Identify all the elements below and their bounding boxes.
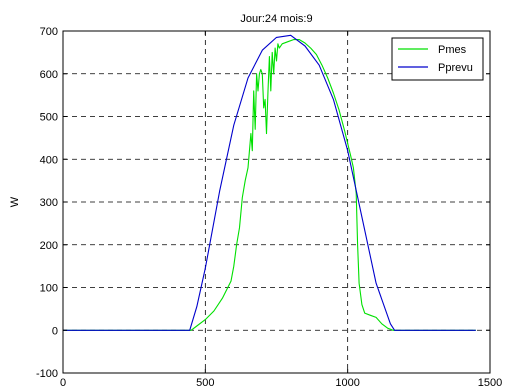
y-tick-label: 200 [40,240,58,252]
y-tick-label: 300 [40,197,58,209]
y-tick-label: 500 [40,112,58,124]
series-group [63,34,476,331]
y-tick-label: 600 [40,69,58,81]
y-tick-label: 400 [40,154,58,166]
x-tick-label: 1000 [335,377,359,389]
x-tick-label: 500 [196,377,214,389]
legend-label: Pprevu [438,62,473,74]
y-axis-label: W [9,196,21,207]
y-tick-label: -100 [36,368,58,380]
legend-box [391,37,484,81]
chart-title: Jour:24 mois:9 [240,13,312,25]
legend: Pmes Pprevu [391,37,484,81]
series-line-pprevu [63,34,476,331]
y-tick-label: 100 [40,283,58,295]
legend-label: Pmes [438,44,467,56]
x-tick-label: 0 [60,377,66,389]
y-tick-label: 700 [40,26,58,38]
x-tick-label: 1500 [478,377,502,389]
y-tick-label: 0 [52,325,58,337]
series-line-pmes [63,39,476,331]
